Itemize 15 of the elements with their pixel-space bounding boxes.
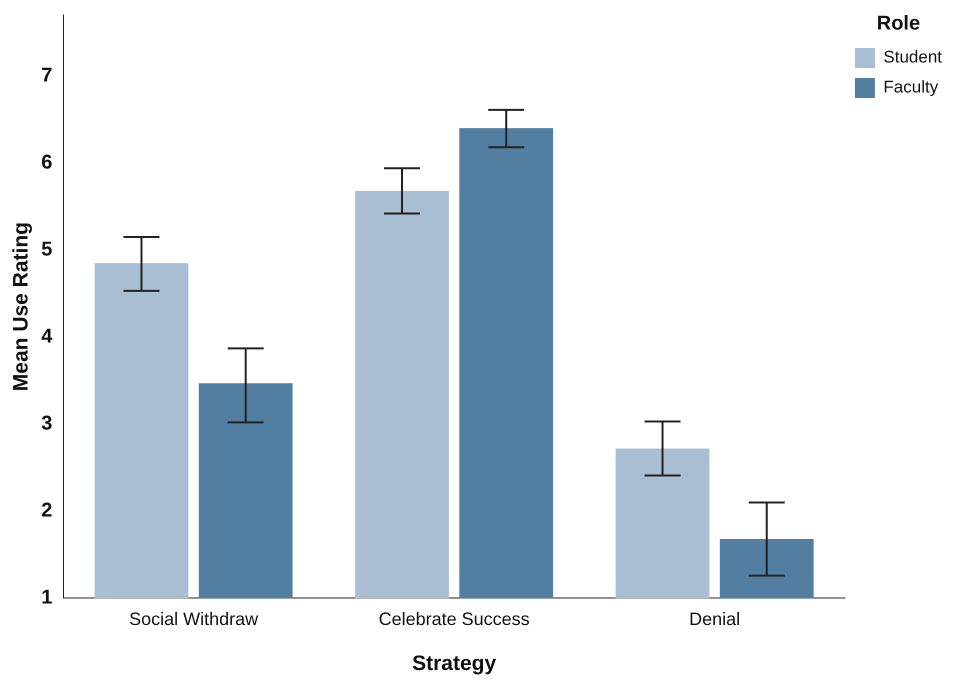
legend-label: Faculty (883, 78, 939, 97)
y-axis-title: Mean Use Rating (9, 222, 32, 392)
y-tick-label: 2 (41, 500, 52, 522)
x-tick-label: Social Withdraw (129, 608, 260, 629)
y-tick-label: 5 (41, 238, 52, 261)
x-axis-title: Strategy (412, 652, 496, 676)
y-tick-label: 7 (41, 64, 52, 86)
y-tick-label: 4 (41, 326, 54, 348)
y-tick-label: 3 (41, 412, 52, 435)
legend-title: Role (876, 12, 920, 35)
y-tick-label: 6 (41, 151, 52, 174)
legend-label: Student (883, 48, 942, 67)
x-tick-label: Denial (689, 608, 740, 629)
y-tick-label: 1 (41, 586, 52, 609)
x-tick-label: Celebrate Success (378, 608, 530, 629)
